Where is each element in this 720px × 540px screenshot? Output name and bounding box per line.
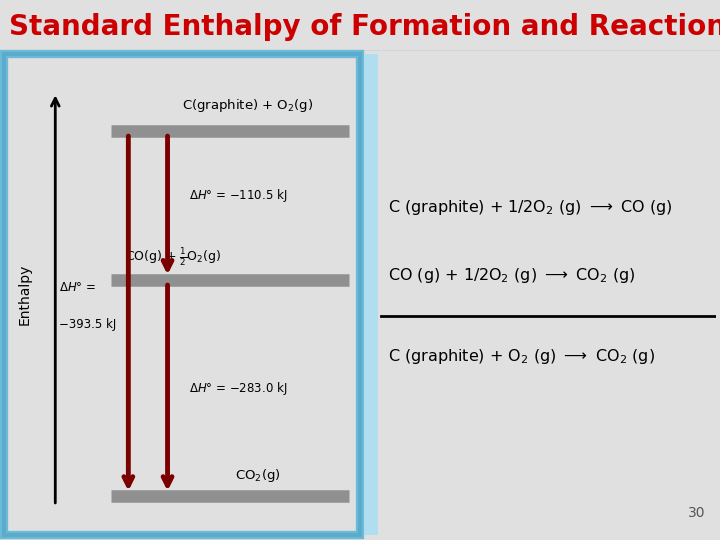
- Text: −393.5 kJ: −393.5 kJ: [59, 319, 116, 332]
- Text: C(graphite) + O$_2$(g): C(graphite) + O$_2$(g): [182, 97, 313, 114]
- Text: C (graphite) + O$_2$ (g) $\longrightarrow$ CO$_2$ (g): C (graphite) + O$_2$ (g) $\longrightarro…: [388, 347, 655, 366]
- Text: CO (g) + 1/2O$_2$ (g) $\longrightarrow$ CO$_2$ (g): CO (g) + 1/2O$_2$ (g) $\longrightarrow$ …: [388, 266, 636, 285]
- Text: CO$_2$(g): CO$_2$(g): [235, 467, 281, 484]
- Text: $\Delta H$° = −283.0 kJ: $\Delta H$° = −283.0 kJ: [189, 380, 287, 396]
- Text: Enthalpy: Enthalpy: [18, 264, 32, 325]
- Text: Standard Enthalpy of Formation and Reaction: Standard Enthalpy of Formation and React…: [9, 12, 720, 40]
- Text: CO(g) + $\frac{1}{2}$O$_2$(g): CO(g) + $\frac{1}{2}$O$_2$(g): [125, 246, 221, 268]
- Bar: [364, 54, 378, 535]
- Text: $\Delta H$° =: $\Delta H$° =: [59, 281, 96, 294]
- Text: $\Delta H$° = −110.5 kJ: $\Delta H$° = −110.5 kJ: [189, 187, 287, 204]
- Text: C (graphite) + 1/2O$_2$ (g) $\longrightarrow$ CO (g): C (graphite) + 1/2O$_2$ (g) $\longrighta…: [388, 198, 672, 217]
- Text: 30: 30: [688, 506, 706, 520]
